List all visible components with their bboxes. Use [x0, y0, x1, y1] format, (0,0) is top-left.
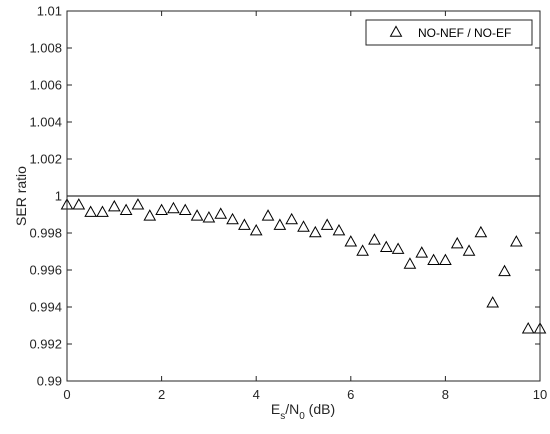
x-axis-label-sub-0: 0 [299, 411, 305, 422]
legend: NO-NEF / NO-EF [365, 19, 533, 46]
data-point-triangle [320, 218, 334, 230]
data-point-triangle [332, 223, 346, 236]
data-point-triangle [427, 253, 440, 266]
data-point-triangle [190, 209, 204, 221]
data-point-triangle [403, 257, 417, 269]
data-point-triangle [462, 244, 476, 256]
data-point-triangle [72, 198, 86, 210]
data-point-triangle [131, 198, 145, 210]
data-point-triangle [178, 203, 192, 216]
legend-label: NO-NEF / NO-EF [418, 26, 511, 40]
data-point-triangle [474, 225, 488, 238]
data-point-triangle [521, 322, 535, 334]
data-point-triangle [119, 203, 133, 216]
x-axis-label: Es/N0 (dB) [271, 401, 335, 422]
data-point-triangle [308, 225, 322, 238]
data-point-triangle [379, 240, 393, 253]
data-point-triangle [155, 203, 168, 216]
x-axis-label-sub-s: s [280, 411, 285, 422]
x-axis-label-slash-n: /N [285, 401, 299, 417]
legend-triangle-marker [389, 25, 403, 37]
data-point-triangle [273, 218, 287, 230]
y-tick-label: 1.01 [37, 4, 62, 19]
x-tick-label: 6 [347, 387, 354, 402]
data-point-triangle [344, 235, 358, 247]
x-axis-label-unit: (dB) [305, 401, 335, 417]
y-tick-label: 0.996 [29, 263, 62, 278]
y-tick-label: 1.008 [29, 41, 62, 56]
y-tick-label: 1.006 [29, 78, 62, 93]
x-tick-label: 4 [253, 387, 260, 402]
data-point-triangle [368, 233, 381, 245]
data-point-triangle [450, 236, 464, 249]
data-point-triangle [96, 205, 109, 217]
data-point-triangle [498, 264, 511, 277]
data-point-triangle [510, 235, 523, 247]
y-tick-label: 0.992 [29, 337, 62, 352]
x-axis-ticks: 0 2 4 6 8 10 [63, 11, 547, 402]
data-point-triangle [486, 296, 500, 308]
data-point-triangle [415, 246, 429, 258]
y-tick-label: 1.004 [29, 115, 62, 130]
x-axis-label-e: E [271, 401, 280, 417]
y-tick-label: 0.994 [29, 300, 62, 315]
data-point-triangle [238, 218, 251, 230]
x-tick-label: 10 [533, 387, 547, 402]
y-tick-label: 0.998 [29, 226, 62, 241]
data-point-triangle [285, 212, 299, 225]
data-point-triangle [249, 223, 263, 236]
data-series-markers [60, 198, 547, 334]
data-point-triangle [226, 212, 239, 225]
plot-frame [66, 10, 541, 382]
data-point-triangle [297, 220, 310, 232]
x-tick-label: 8 [442, 387, 449, 402]
y-axis-ticks: 0.99 0.992 0.994 0.996 0.998 1 1.002 1.004 1.006… [29, 4, 540, 389]
y-tick-label: 1.002 [29, 152, 62, 167]
data-point-triangle [391, 242, 405, 254]
data-point-triangle [439, 253, 452, 266]
y-axis-label: SER ratio [13, 166, 29, 226]
x-tick-label: 2 [158, 387, 165, 402]
y-tick-label: 0.99 [37, 374, 62, 389]
data-point-triangle [202, 211, 216, 223]
data-point-triangle [356, 244, 369, 256]
data-point-triangle [214, 207, 228, 219]
data-point-triangle [84, 205, 97, 217]
data-point-triangle [143, 209, 157, 221]
legend-box [365, 19, 533, 46]
x-tick-label: 0 [63, 387, 70, 402]
data-point-triangle [261, 209, 275, 221]
y-tick-label: 1 [55, 189, 62, 204]
data-point-triangle [107, 199, 121, 212]
data-point-triangle [167, 201, 180, 214]
